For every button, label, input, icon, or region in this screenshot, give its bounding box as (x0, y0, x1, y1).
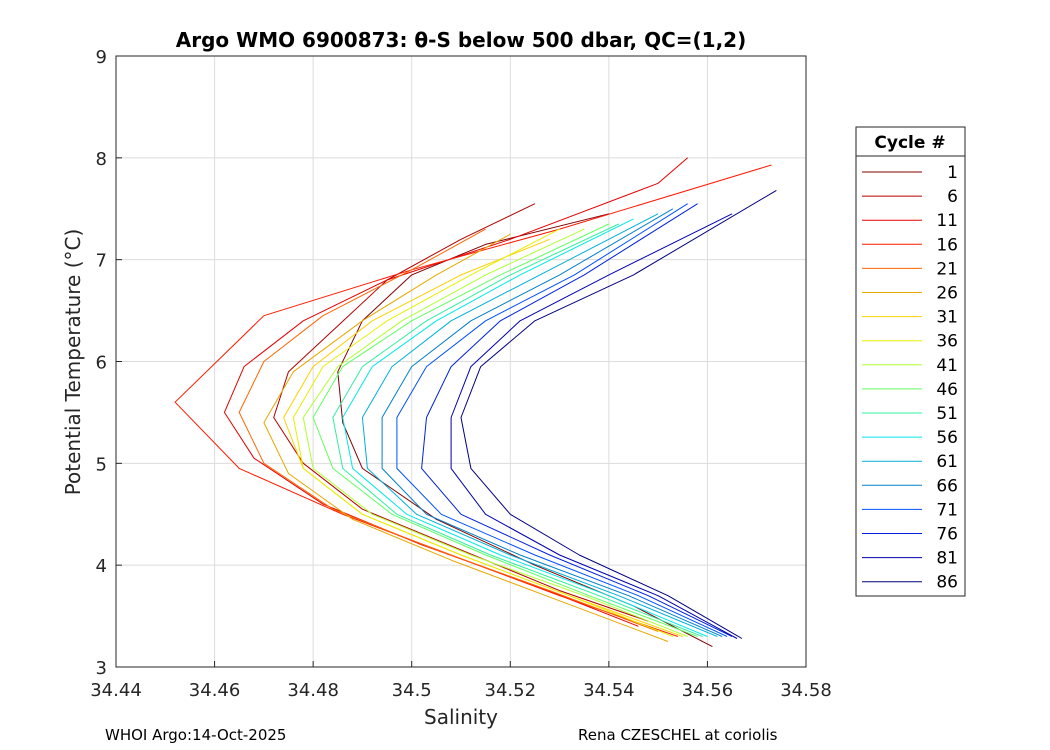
y-tick-label: 3 (96, 658, 107, 679)
legend-title: Cycle # (874, 133, 945, 153)
y-tick-label: 6 (96, 353, 107, 374)
x-tick-label: 34.48 (287, 680, 339, 701)
y-tick-label: 8 (96, 149, 107, 170)
x-axis-label: Salinity (424, 705, 498, 729)
legend-label: 76 (936, 525, 958, 545)
series-line-cycle-26 (263, 233, 669, 642)
series-layer (174, 157, 777, 648)
series-line-cycle-66 (381, 208, 723, 637)
legend-box (855, 126, 966, 597)
x-tick-label: 34.46 (189, 680, 241, 701)
series-line-cycle-61 (361, 213, 718, 637)
x-tick-label: 34.54 (583, 680, 635, 701)
series-line-cycle-36 (292, 228, 674, 637)
legend-label: 36 (936, 332, 958, 352)
legend-label: 11 (936, 211, 958, 231)
chart-title: Argo WMO 6900873: θ-S below 500 dbar, QC… (176, 28, 746, 52)
y-axis-ticks: 3 4 5 6 7 8 9 (96, 47, 122, 679)
x-tick-label: 34.44 (90, 680, 142, 701)
x-tick-label: 34.58 (780, 680, 832, 701)
footer-right: Rena CZESCHEL at coriolis (578, 726, 778, 744)
y-tick-label: 7 (96, 251, 107, 272)
legend: Cycle # 16111621263136414651566166717681… (855, 126, 966, 597)
legend-label: 31 (936, 308, 958, 328)
x-axis-ticks: 34.44 34.46 34.48 34.5 34.52 34.54 34.56 34.58 (90, 661, 832, 701)
series-line-cycle-51 (332, 223, 703, 637)
x-tick-label: 34.52 (485, 680, 537, 701)
legend-label: 51 (936, 404, 958, 424)
series-line-cycle-21 (238, 228, 659, 632)
series-line-cycle-16 (174, 164, 772, 637)
series-line-cycle-56 (342, 218, 708, 637)
legend-label: 61 (936, 452, 958, 472)
y-tick-label: 5 (96, 454, 107, 475)
series-line-cycle-86 (460, 189, 777, 639)
series-line-cycle-81 (450, 213, 738, 639)
legend-label: 6 (947, 187, 958, 207)
series-line-cycle-71 (396, 203, 728, 637)
legend-label: 46 (936, 380, 958, 400)
legend-label: 16 (936, 235, 958, 255)
footer-left: WHOI Argo:14-Oct-2025 (105, 726, 286, 744)
y-axis-label: Potential Temperature (°C) (61, 229, 85, 496)
legend-label: 1 (947, 163, 958, 183)
y-tick-label: 9 (96, 47, 107, 68)
y-tick-label: 4 (96, 556, 107, 577)
legend-label: 26 (936, 284, 958, 304)
legend-label: 41 (936, 356, 958, 376)
series-line-cycle-76 (421, 203, 733, 637)
legend-label: 86 (936, 573, 958, 593)
legend-label: 56 (936, 428, 958, 448)
series-line-cycle-41 (302, 228, 688, 637)
legend-label: 81 (936, 549, 958, 569)
legend-label: 21 (936, 259, 958, 279)
series-line-cycle-1 (337, 213, 713, 648)
legend-label: 71 (936, 500, 958, 520)
legend-label: 66 (936, 476, 958, 496)
x-tick-label: 34.56 (682, 680, 734, 701)
x-tick-label: 34.5 (392, 680, 432, 701)
series-line-cycle-46 (312, 223, 698, 637)
